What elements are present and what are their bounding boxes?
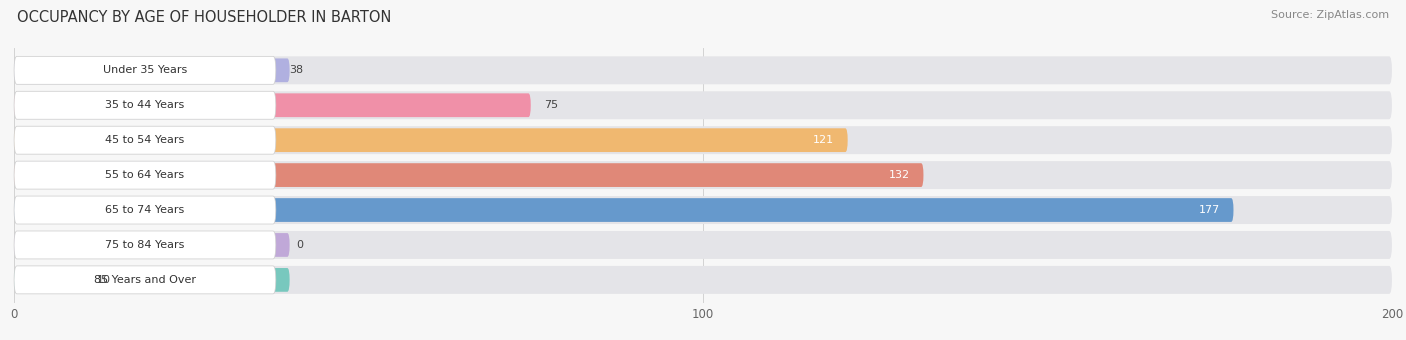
FancyBboxPatch shape [14,266,276,294]
Text: 10: 10 [97,275,111,285]
Text: 35 to 44 Years: 35 to 44 Years [105,100,184,110]
FancyBboxPatch shape [14,268,290,292]
FancyBboxPatch shape [14,91,276,119]
FancyBboxPatch shape [14,163,924,187]
Text: 45 to 54 Years: 45 to 54 Years [105,135,184,145]
Text: 75: 75 [544,100,558,110]
FancyBboxPatch shape [14,58,290,82]
FancyBboxPatch shape [14,233,290,257]
FancyBboxPatch shape [14,266,1392,294]
Text: 0: 0 [297,240,304,250]
FancyBboxPatch shape [14,196,1392,224]
FancyBboxPatch shape [14,161,276,189]
FancyBboxPatch shape [14,196,276,224]
Text: 38: 38 [290,65,304,75]
Text: Source: ZipAtlas.com: Source: ZipAtlas.com [1271,10,1389,20]
FancyBboxPatch shape [14,231,276,259]
FancyBboxPatch shape [14,56,1392,84]
Text: 65 to 74 Years: 65 to 74 Years [105,205,184,215]
FancyBboxPatch shape [14,91,1392,119]
FancyBboxPatch shape [14,56,276,84]
Text: 55 to 64 Years: 55 to 64 Years [105,170,184,180]
Text: 132: 132 [889,170,910,180]
Text: 75 to 84 Years: 75 to 84 Years [105,240,184,250]
FancyBboxPatch shape [14,231,1392,259]
FancyBboxPatch shape [14,128,848,152]
Text: 85 Years and Over: 85 Years and Over [94,275,195,285]
Text: OCCUPANCY BY AGE OF HOUSEHOLDER IN BARTON: OCCUPANCY BY AGE OF HOUSEHOLDER IN BARTO… [17,10,391,25]
FancyBboxPatch shape [14,126,1392,154]
FancyBboxPatch shape [14,161,1392,189]
Text: Under 35 Years: Under 35 Years [103,65,187,75]
FancyBboxPatch shape [14,126,276,154]
Text: 121: 121 [813,135,834,145]
FancyBboxPatch shape [14,94,531,117]
Text: 177: 177 [1198,205,1220,215]
FancyBboxPatch shape [14,198,1233,222]
